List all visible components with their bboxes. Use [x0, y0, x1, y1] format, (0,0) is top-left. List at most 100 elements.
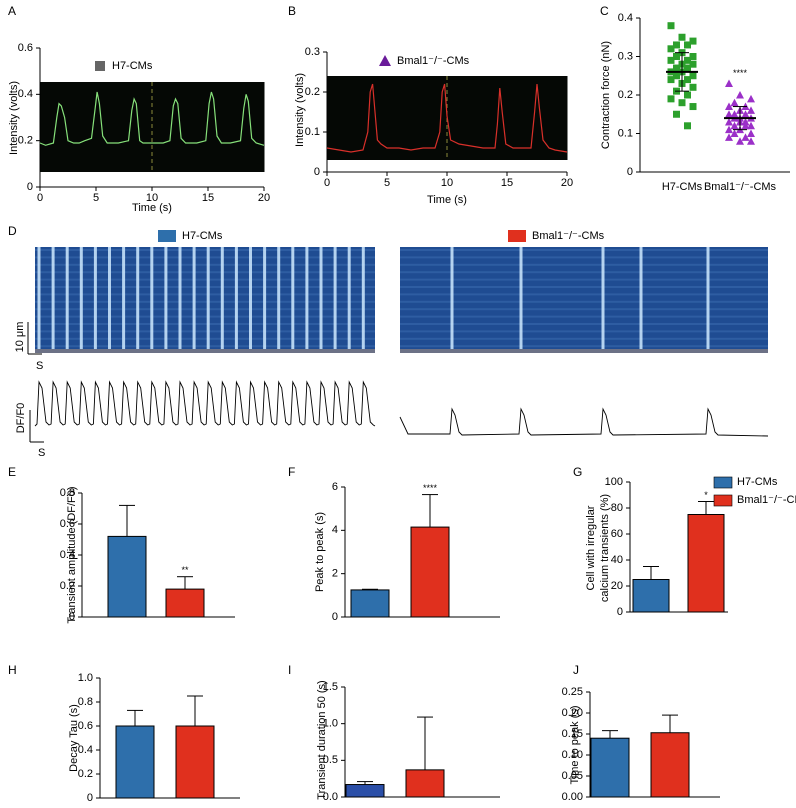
scale-label: 10 μm: [14, 322, 26, 353]
significance: ****: [423, 483, 438, 493]
data-point: [741, 117, 750, 126]
legend-marker: [379, 55, 391, 66]
legend-swatch: [713, 494, 733, 507]
kymograph-texture: [35, 323, 375, 325]
data-point: [678, 33, 686, 41]
y-tick-label: 0.05: [562, 770, 583, 782]
kymograph-stripe: [305, 247, 309, 352]
y-tick-label: 1.0: [323, 718, 338, 730]
panel-letter: B: [288, 4, 296, 18]
kymograph-stripe: [136, 247, 140, 352]
kymograph-stripe: [108, 247, 111, 352]
kymograph-stripe: [639, 247, 643, 352]
x-tick-label: 20: [561, 177, 573, 189]
x-tick-label: 15: [202, 192, 214, 204]
panel-letter: C: [600, 4, 609, 18]
kymograph-texture: [35, 249, 375, 251]
y-axis-label: calcium transients (%): [599, 494, 611, 602]
data-point: [747, 106, 755, 114]
y-axis-label: Intensity (volts): [8, 81, 20, 155]
kymograph-texture: [35, 286, 375, 288]
bar: [405, 769, 445, 798]
y-tick-label: 0: [314, 166, 320, 178]
kymograph-stripe: [263, 247, 267, 352]
panel-letter: A: [8, 4, 16, 18]
data-point: [667, 56, 675, 64]
trace-line: [326, 83, 568, 153]
data-point: [689, 103, 697, 111]
y-axis-label: Transient amplitude (DF/F0): [66, 486, 78, 623]
bar: [165, 588, 205, 618]
y-axis-label: Intensity (volts): [294, 73, 306, 147]
data-point: [673, 53, 680, 60]
bar: [345, 784, 385, 798]
data-point: [689, 53, 697, 60]
x-axis-label: Time (s): [132, 202, 172, 214]
y-tick-label: 0.3: [618, 50, 633, 62]
y-axis-label: Cell with irregular: [585, 505, 597, 590]
legend-label: H7-CMs: [737, 476, 778, 488]
kymograph-stripe: [450, 247, 454, 352]
significance: **: [181, 565, 189, 575]
bar: [590, 737, 630, 798]
kymograph-texture: [35, 263, 375, 266]
y-tick-label: 0.15: [562, 728, 583, 740]
data-point: [689, 60, 697, 68]
panel-letter: F: [288, 465, 295, 479]
x-tick-label: 0: [37, 192, 43, 204]
y-tick-label: 0.3: [305, 46, 320, 58]
significance: *: [704, 490, 708, 500]
y-tick-label: 2: [332, 568, 338, 580]
kymograph-stripe: [706, 247, 710, 352]
y-tick-label: 0.4: [618, 12, 633, 24]
data-point: [673, 41, 680, 49]
y-tick-label: 0: [627, 166, 633, 178]
legend-label: H7-CMs: [112, 60, 153, 72]
panel-letter: G: [573, 465, 582, 479]
y-tick-label: 0: [332, 611, 338, 623]
panel-letter: E: [8, 465, 16, 479]
y-tick-label: 0.6: [60, 518, 75, 530]
kymograph-texture: [35, 300, 375, 303]
kymograph-texture: [400, 308, 768, 311]
legend-label: Bmal1⁻/⁻-CMs: [737, 494, 796, 506]
y-tick-label: 40: [611, 554, 623, 566]
y-tick-label: 0.8: [78, 696, 93, 708]
kymograph-texture: [35, 256, 375, 259]
y-tick-label: 0.4: [78, 744, 93, 756]
kymograph-stripe: [291, 247, 295, 352]
bar: [410, 526, 450, 618]
data-point: [747, 121, 755, 130]
kymograph-stripe: [319, 247, 323, 352]
y-tick-label: 4: [332, 524, 338, 536]
kymograph-stripe: [333, 247, 337, 352]
y-tick-label: 100: [605, 476, 623, 488]
legend-swatch: [158, 230, 176, 242]
data-point: [684, 64, 691, 72]
kymograph-texture: [35, 278, 375, 281]
kymograph-texture: [35, 315, 375, 318]
calcium-trace: [399, 407, 769, 437]
y-tick-label: 20: [611, 580, 623, 592]
y-tick-label: 6: [332, 481, 338, 493]
data-point: [673, 72, 680, 80]
kymograph-texture: [400, 330, 768, 333]
kymograph-stripe: [347, 247, 351, 352]
kymograph-texture: [400, 286, 768, 288]
data-point: [741, 110, 750, 118]
y-tick-label: 0: [69, 611, 75, 623]
x-tick-label: 0: [324, 177, 330, 189]
scale-label: S: [38, 447, 45, 459]
kymograph-stripe: [249, 247, 252, 352]
scale-label: DF/F0: [15, 403, 27, 434]
kymograph-stripe: [361, 247, 365, 352]
kymograph-stripe: [192, 247, 196, 352]
data-point: [736, 137, 744, 145]
bar: [115, 725, 155, 799]
y-tick-label: 0.4: [18, 88, 33, 100]
calcium-trace: [34, 380, 376, 427]
data-point: [747, 137, 755, 145]
y-tick-label: 60: [611, 528, 623, 540]
panel-letter: D: [8, 224, 17, 238]
legend-swatch: [508, 230, 526, 242]
